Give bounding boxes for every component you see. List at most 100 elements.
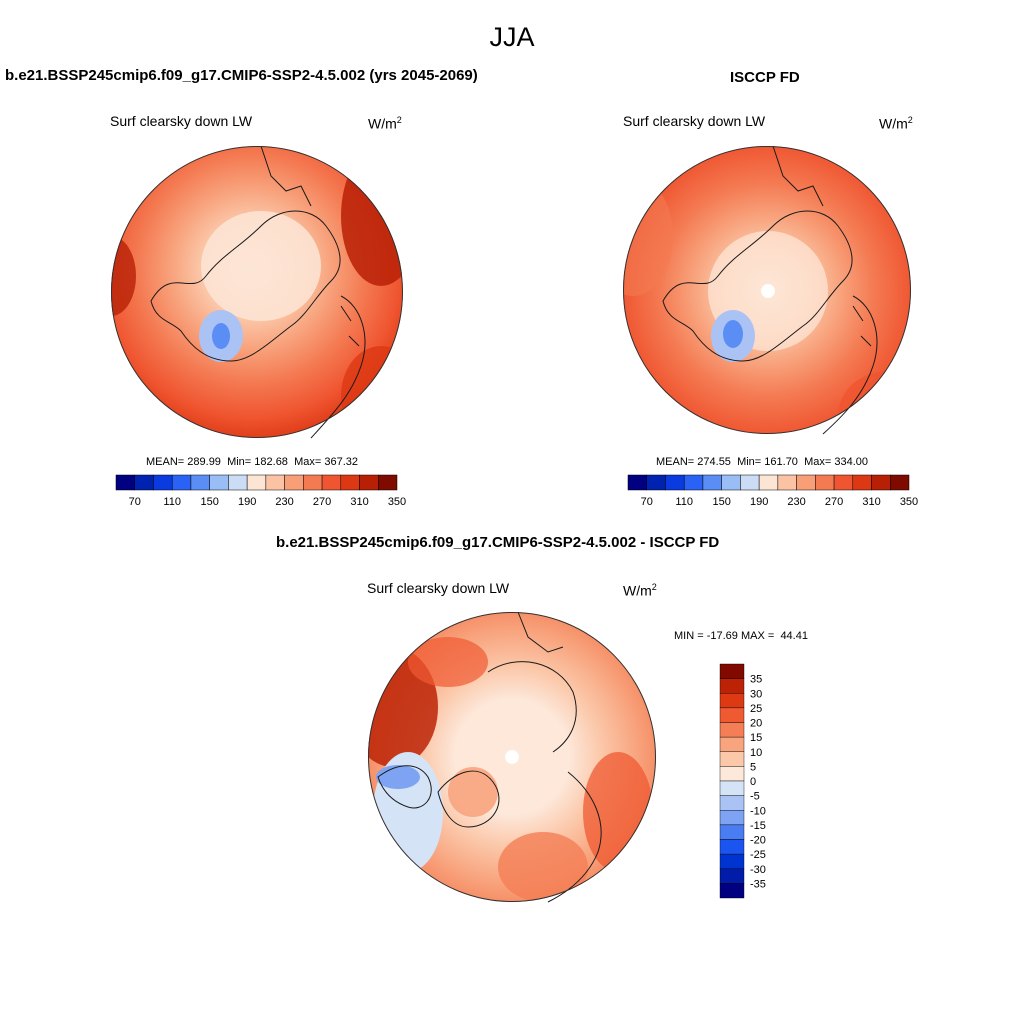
- obs-units-label: W/m2: [879, 115, 913, 132]
- diff-variable-label: Surf clearsky down LW: [367, 580, 510, 596]
- diff-colorbar-swatch: [719, 824, 745, 840]
- obs-colorbar-swatch: [777, 474, 797, 491]
- diff-colorbar-tick-label: -5: [750, 791, 760, 803]
- obs-panel-title: ISCCP FD: [730, 69, 800, 86]
- diff-colorbar-tick-label: 15: [750, 732, 762, 744]
- model-colorbar-tick-label: 270: [313, 496, 331, 508]
- obs-colorbar-swatch: [627, 474, 647, 491]
- obs-colorbar-swatch: [702, 474, 722, 491]
- model-variable-label: Surf clearsky down LW: [110, 113, 253, 129]
- model-colorbar-tick-label: 310: [350, 496, 368, 508]
- obs-colorbar-swatch: [796, 474, 816, 491]
- page-title: JJA: [489, 22, 535, 52]
- model-colorbar-swatch: [303, 474, 323, 491]
- model-colorbar-swatch: [115, 474, 135, 491]
- model-colorbar-swatch: [340, 474, 360, 491]
- model-colorbar-swatch: [209, 474, 229, 491]
- model-colorbar-tick-label: 150: [200, 496, 218, 508]
- diff-polar-map: [368, 611, 656, 903]
- diff-colorbar-swatch: [719, 663, 745, 679]
- model-colorbar-tick-label: 350: [388, 496, 406, 508]
- obs-pole-hole: [761, 284, 775, 298]
- model-arctic-region: [201, 211, 321, 321]
- obs-colorbar: 70 110 150 190 230 270 310 350: [627, 474, 918, 508]
- diff-colorbar-swatch: [719, 707, 745, 723]
- obs-colorbar-tick-label: 350: [900, 496, 918, 508]
- model-colorbar-swatch: [265, 474, 285, 491]
- model-colorbar-tick-label: 110: [163, 496, 181, 508]
- model-colorbar-swatch: [171, 474, 192, 491]
- model-polar-map: [111, 145, 403, 439]
- model-colorbar-swatch: [228, 474, 248, 491]
- model-colorbar-swatch: [359, 474, 379, 491]
- obs-colorbar-swatch: [740, 474, 760, 491]
- diff-colorbar-swatch: [719, 751, 745, 767]
- obs-colorbar-swatch: [833, 474, 854, 491]
- diff-panel-title: b.e21.BSSP245cmip6.f09_g17.CMIP6-SSP2-4.…: [276, 534, 720, 551]
- diff-colorbar-swatch: [719, 839, 745, 855]
- diff-colorbar-tick-label: -15: [750, 820, 766, 832]
- diff-colorbar-swatch: [719, 766, 745, 782]
- model-colorbar-swatch: [153, 474, 173, 491]
- obs-colorbar-swatch: [815, 474, 835, 491]
- obs-colorbar-swatch: [871, 474, 891, 491]
- obs-colorbar-tick-label: 190: [750, 496, 768, 508]
- obs-colorbar-tick-label: 270: [825, 496, 843, 508]
- diff-colorbar-swatch: [719, 722, 745, 738]
- model-colorbar-tick-label: 190: [238, 496, 256, 508]
- diff-stats: MIN = -17.69 MAX = 44.41: [674, 630, 808, 642]
- model-colorbar-tick-label: 230: [275, 496, 293, 508]
- model-colorbar-swatch: [134, 474, 154, 491]
- diff-colorbar-swatch: [719, 868, 745, 884]
- diff-colorbar-swatch: [719, 810, 745, 826]
- diff-colorbar-swatch: [719, 678, 745, 694]
- obs-colorbar-swatch: [890, 474, 910, 491]
- obs-colorbar-swatch: [721, 474, 741, 491]
- diff-colorbar-tick-label: 20: [750, 718, 762, 730]
- obs-coastlines: [662, 145, 878, 435]
- obs-colorbar-swatch: [758, 474, 779, 491]
- diff-colorbar-tick-label: -20: [750, 835, 766, 847]
- model-colorbar-swatch: [378, 474, 398, 491]
- obs-colorbar-swatch: [665, 474, 685, 491]
- obs-colorbar-tick-label: 230: [787, 496, 805, 508]
- diff-colorbar-swatch: [719, 780, 745, 796]
- diff-colorbar-tick-label: -10: [750, 805, 766, 817]
- obs-colorbar-swatch: [646, 474, 666, 491]
- obs-polar-map: [623, 145, 911, 435]
- diff-colorbar-swatch: [719, 795, 745, 811]
- diff-colorbar-tick-label: 5: [750, 761, 756, 773]
- model-units-label: W/m2: [368, 115, 402, 132]
- diff-colorbar: 35 30 25 20 15 10 5 0 -5 -10 -15 -20 -25 -30 -35: [719, 663, 766, 899]
- diff-colorbar-swatch: [719, 736, 745, 752]
- diff-colorbar-tick-label: 30: [750, 688, 762, 700]
- model-colorbar-tick-label: 70: [129, 496, 141, 508]
- obs-variable-label: Surf clearsky down LW: [623, 113, 766, 129]
- model-colorbar-swatch: [190, 474, 210, 491]
- model-colorbar-swatch: [321, 474, 342, 491]
- diff-colorbar-tick-label: 10: [750, 747, 762, 759]
- diff-colorbar-swatch: [719, 693, 745, 709]
- obs-stats: MEAN= 274.55 Min= 161.70 Max= 334.00: [656, 456, 868, 468]
- model-stats: MEAN= 289.99 Min= 182.68 Max= 367.32: [146, 456, 358, 468]
- obs-colorbar-swatch: [683, 474, 704, 491]
- diff-colorbar-tick-label: 25: [750, 703, 762, 715]
- diff-colorbar-swatch: [719, 883, 745, 899]
- obs-colorbar-swatch: [852, 474, 872, 491]
- model-colorbar-swatch: [246, 474, 267, 491]
- diff-colorbar-tick-label: -35: [750, 878, 766, 890]
- model-panel-title: b.e21.BSSP245cmip6.f09_g17.CMIP6-SSP2-4.…: [5, 67, 478, 84]
- diff-colorbar-tick-label: -30: [750, 864, 766, 876]
- diff-coastlines: [377, 611, 602, 903]
- obs-colorbar-tick-label: 70: [641, 496, 653, 508]
- diff-colorbar-tick-label: -25: [750, 849, 766, 861]
- obs-colorbar-tick-label: 310: [862, 496, 880, 508]
- obs-colorbar-tick-label: 150: [712, 496, 730, 508]
- diff-colorbar-tick-label: 35: [750, 674, 762, 686]
- model-colorbar-swatch: [284, 474, 304, 491]
- diff-pole-hole: [505, 750, 519, 764]
- diff-units-label: W/m2: [623, 582, 657, 599]
- diff-colorbar-swatch: [719, 853, 745, 869]
- diff-colorbar-tick-label: 0: [750, 776, 756, 788]
- model-colorbar: 70 110 150 190 230 270 310 350: [115, 474, 406, 508]
